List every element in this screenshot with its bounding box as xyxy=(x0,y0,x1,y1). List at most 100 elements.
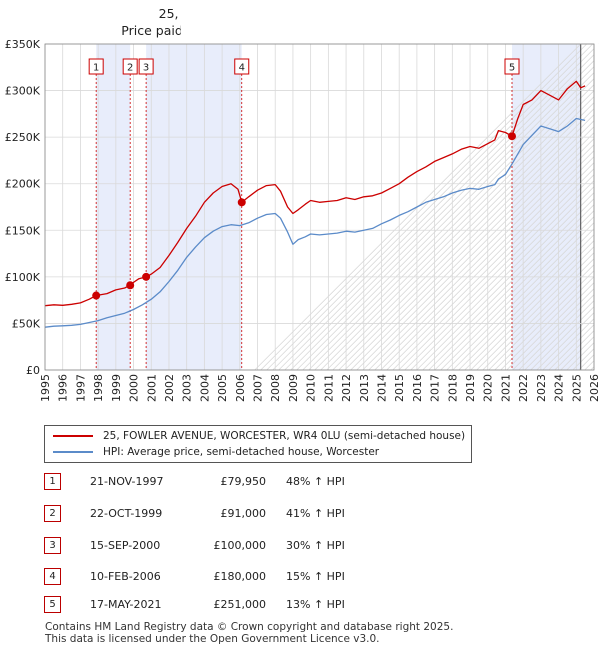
forecast-hatch xyxy=(428,198,600,371)
sale-marker-label: 2 xyxy=(127,63,133,74)
x-tick-label: 2009 xyxy=(287,374,300,402)
x-tick-label: 2008 xyxy=(269,374,282,402)
x-tick-label: 2003 xyxy=(181,374,194,402)
hpi-line xyxy=(44,117,586,328)
x-tick-label: 2006 xyxy=(234,374,247,402)
legend-swatch-property xyxy=(53,435,93,437)
sale-point xyxy=(126,281,135,290)
forecast-hatch xyxy=(350,120,600,371)
x-tick-label: 2011 xyxy=(322,374,335,402)
sale-point xyxy=(237,198,246,207)
ownership-shade xyxy=(146,44,242,370)
forecast-hatch xyxy=(296,66,600,371)
x-tick-label: 1999 xyxy=(110,374,123,402)
sale-number-badge: 2 xyxy=(44,505,61,522)
forecast-hatch xyxy=(476,246,600,371)
legend-item-hpi: HPI: Average price, semi-detached house,… xyxy=(53,446,379,458)
forecast-hatch xyxy=(272,43,600,371)
sale-price: £100,000 xyxy=(213,539,267,552)
x-tick-label: 1996 xyxy=(57,374,70,402)
sale-marker-box xyxy=(504,58,520,75)
sale-number-badge: 3 xyxy=(44,537,61,554)
x-tick-label: 2025 xyxy=(570,374,583,402)
y-tick-label: £0 xyxy=(26,364,40,377)
sale-date: 21-NOV-1997 xyxy=(90,475,164,488)
forecast-hatch xyxy=(518,288,600,371)
sale-marker-box xyxy=(122,58,138,75)
footer-line-2: This data is licensed under the Open Gov… xyxy=(45,633,380,645)
x-tick-label: 1998 xyxy=(92,374,105,402)
sale-date: 10-FEB-2006 xyxy=(90,570,161,583)
x-tick-label: 2013 xyxy=(358,374,371,402)
footer-attribution: Contains HM Land Registry data © Crown c… xyxy=(45,621,453,645)
forecast-hatch xyxy=(482,252,600,371)
forecast-hatch xyxy=(494,264,600,371)
forecast-hatch xyxy=(332,102,600,371)
forecast-hatch xyxy=(398,168,600,371)
table-row: 4 10-FEB-2006 £180,000 15% ↑ HPI xyxy=(44,568,444,585)
x-tick-label: 2014 xyxy=(375,374,388,402)
sale-hpi-change: 48% ↑ HPI xyxy=(286,475,345,488)
y-tick-label: £50K xyxy=(12,317,41,330)
forecast-hatch xyxy=(302,72,600,371)
x-tick-label: 2004 xyxy=(198,374,211,402)
sale-point xyxy=(508,132,517,141)
y-tick-label: £300K xyxy=(5,85,41,98)
x-tick-label: 2021 xyxy=(499,374,512,402)
sale-date: 15-SEP-2000 xyxy=(90,539,161,552)
property-price-line xyxy=(44,80,586,307)
sale-point xyxy=(142,272,151,281)
sale-marker-box xyxy=(234,58,250,75)
sale-marker-label: 1 xyxy=(93,63,99,74)
ownership-shade xyxy=(96,44,131,370)
forecast-hatch xyxy=(266,43,594,371)
forecast-hatch xyxy=(410,180,600,371)
sale-number-badge: 5 xyxy=(44,596,61,613)
forecast-hatch xyxy=(452,222,600,371)
forecast-hatch xyxy=(314,84,600,371)
x-tick-label: 2023 xyxy=(535,374,548,402)
x-tick-label: 2019 xyxy=(464,374,477,402)
sale-hpi-change: 15% ↑ HPI xyxy=(286,570,345,583)
sale-marker-label: 3 xyxy=(143,63,149,74)
forecast-hatch xyxy=(416,186,600,371)
forecast-hatch xyxy=(278,48,600,371)
x-tick-label: 2007 xyxy=(252,374,265,402)
sale-marker-box xyxy=(88,58,104,75)
sale-date: 22-OCT-1999 xyxy=(90,507,163,520)
forecast-hatch xyxy=(464,234,600,371)
x-tick-label: 2005 xyxy=(216,374,229,402)
legend-label-property: 25, FOWLER AVENUE, WORCESTER, WR4 0LU (s… xyxy=(103,430,466,442)
sale-number-badge: 1 xyxy=(44,473,61,490)
x-tick-label: 2024 xyxy=(553,374,566,402)
hatch-clip-right xyxy=(594,44,600,370)
forecast-hatch xyxy=(530,300,600,371)
forecast-hatch xyxy=(440,210,600,371)
legend-swatch-hpi xyxy=(53,451,93,453)
forecast-hatch xyxy=(368,138,600,371)
sale-price: £180,000 xyxy=(213,570,267,583)
x-tick-label: 2016 xyxy=(411,374,424,402)
x-tick-label: 2017 xyxy=(429,374,442,402)
forecast-hatch xyxy=(524,294,600,371)
forecast-hatch xyxy=(536,306,600,371)
sale-price: £91,000 xyxy=(220,507,267,520)
forecast-hatch xyxy=(458,228,600,371)
y-tick-label: £150K xyxy=(5,224,41,237)
footer-line-1: Contains HM Land Registry data © Crown c… xyxy=(45,621,454,633)
forecast-hatch xyxy=(404,174,600,371)
hatch-clip-top xyxy=(180,0,594,44)
forecast-hatch xyxy=(488,258,600,371)
legend-item-property: 25, FOWLER AVENUE, WORCESTER, WR4 0LU (s… xyxy=(53,430,465,442)
x-tick-label: 2010 xyxy=(305,374,318,402)
forecast-hatch xyxy=(512,282,600,371)
table-row: 1 21-NOV-1997 £79,950 48% ↑ HPI xyxy=(44,473,444,490)
forecast-region xyxy=(580,44,594,370)
x-tick-label: 1995 xyxy=(39,374,52,402)
y-tick-label: £250K xyxy=(5,131,41,144)
x-tick-label: 2022 xyxy=(517,374,530,402)
x-tick-label: 2000 xyxy=(128,374,141,402)
legend-label-hpi: HPI: Average price, semi-detached house,… xyxy=(103,446,380,458)
y-tick-label: £100K xyxy=(5,271,41,284)
